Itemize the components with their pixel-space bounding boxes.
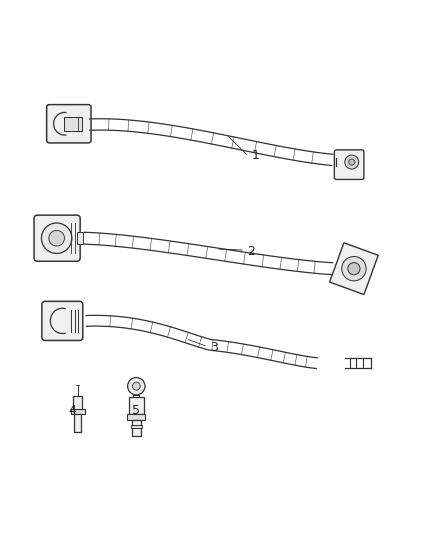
Bar [64, 117, 82, 131]
Bar [73, 396, 82, 410]
FancyBboxPatch shape [42, 301, 83, 341]
Polygon shape [330, 243, 378, 295]
Bar [127, 414, 145, 419]
Text: 3: 3 [210, 341, 218, 353]
Circle shape [345, 155, 359, 169]
FancyBboxPatch shape [47, 104, 91, 143]
Circle shape [342, 256, 366, 281]
Circle shape [42, 223, 72, 254]
FancyBboxPatch shape [334, 150, 364, 180]
FancyBboxPatch shape [34, 215, 80, 261]
Bar [132, 419, 141, 436]
Text: 2: 2 [247, 245, 255, 258]
Circle shape [49, 230, 64, 246]
Bar [71, 409, 85, 415]
Text: 1: 1 [252, 149, 260, 162]
Circle shape [127, 377, 145, 395]
Circle shape [132, 382, 140, 390]
Circle shape [349, 159, 355, 165]
Circle shape [348, 263, 360, 275]
Text: 5: 5 [132, 405, 140, 417]
Bar [77, 232, 83, 244]
Bar [129, 397, 144, 415]
Bar [74, 415, 81, 432]
Text: 4: 4 [69, 405, 77, 417]
Bar [131, 425, 142, 429]
